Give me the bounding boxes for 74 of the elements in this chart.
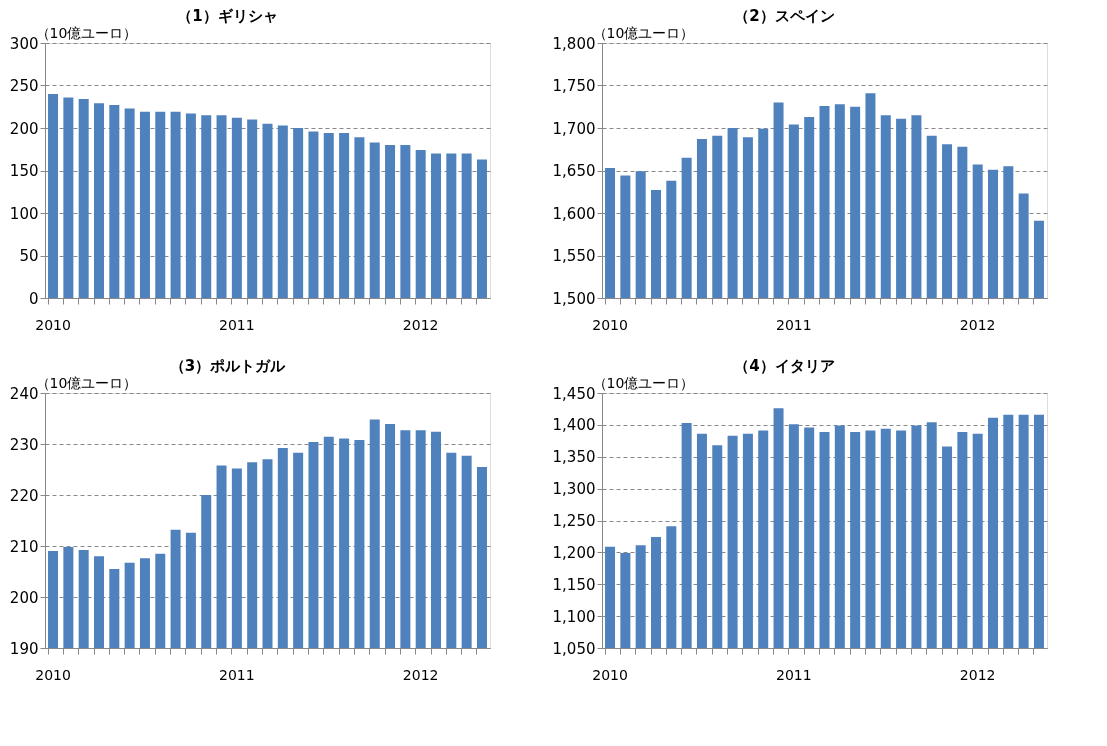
bar: [369, 142, 380, 298]
chart-title: （1）ギリシャ: [177, 7, 278, 25]
y-tick-label: 1,350: [552, 448, 596, 467]
bar: [293, 128, 304, 298]
chart-title: （3）ポルトガル: [169, 357, 287, 375]
y-tick-label: 100: [9, 204, 39, 223]
x-tick-label: 2012: [402, 316, 439, 333]
y-tick-label: 220: [9, 486, 39, 505]
y-tick-label: 1,050: [552, 639, 596, 658]
x-tick-label: 2010: [592, 666, 628, 683]
chart-title: （2）スペイン: [734, 7, 835, 25]
x-tick-label: 2010: [35, 666, 71, 683]
y-tick-label: 200: [9, 588, 39, 607]
y-tick-label: 1,300: [552, 480, 596, 499]
chart-title: （4）イタリア: [734, 357, 835, 375]
bar: [415, 150, 426, 298]
bar: [139, 111, 150, 298]
y-tick-label: 1,750: [552, 77, 596, 95]
bar: [354, 137, 365, 298]
x-tick-label: 2012: [959, 316, 996, 333]
bar: [461, 153, 472, 298]
y-tick-label: 1,150: [552, 575, 596, 594]
bar: [339, 133, 350, 298]
x-tick-label: 2012: [959, 666, 996, 683]
y-tick-label: 1,600: [552, 204, 596, 223]
bar: [476, 159, 487, 298]
bar: [48, 94, 59, 298]
x-tick-label: 2011: [219, 666, 255, 683]
x-tick-label: 2010: [35, 316, 71, 333]
y-tick-label: 230: [9, 435, 39, 454]
bar: [308, 131, 319, 298]
bar: [109, 105, 120, 298]
x-tick-label: 2011: [776, 316, 812, 333]
bar: [400, 145, 411, 298]
y-tick-label: 1,500: [552, 289, 596, 308]
bar: [262, 123, 273, 298]
x-tick-label: 2011: [776, 666, 812, 683]
x-tick-label: 2012: [402, 666, 439, 683]
bar: [170, 111, 181, 298]
bar: [155, 111, 166, 298]
bar: [446, 153, 457, 298]
y-tick-label: 1,650: [552, 162, 596, 180]
y-tick-label: 1,250: [552, 512, 596, 530]
bar: [323, 133, 334, 298]
y-tick-label: 200: [9, 119, 39, 138]
bar: [185, 113, 196, 298]
y-tick-label: 50: [19, 247, 39, 265]
bar: [277, 125, 288, 298]
bar: [431, 153, 441, 298]
bar: [216, 115, 227, 298]
y-tick-label: 1,800: [552, 34, 596, 53]
y-tick-label: 300: [9, 34, 39, 53]
bar: [63, 97, 74, 298]
bar: [124, 108, 135, 298]
y-tick-label: 0: [28, 289, 39, 308]
x-tick-label: 2010: [592, 316, 628, 333]
bar: [247, 119, 258, 298]
y-tick-label: 240: [9, 384, 39, 403]
y-tick-label: 150: [9, 162, 39, 180]
y-tick-label: 190: [9, 639, 39, 658]
y-tick-label: 1,100: [552, 607, 596, 626]
bar: [201, 115, 212, 298]
y-tick-label: 1,550: [552, 247, 596, 265]
bar: [385, 145, 396, 298]
x-tick-label: 2011: [219, 316, 255, 333]
bar: [231, 117, 242, 298]
y-tick-label: 1,700: [552, 119, 596, 138]
bar: [94, 103, 104, 298]
y-tick-label: 250: [9, 77, 39, 95]
bar: [78, 99, 89, 298]
y-tick-label: 1,450: [552, 384, 596, 403]
y-tick-label: 210: [9, 537, 39, 556]
y-tick-label: 1,400: [552, 416, 596, 435]
y-tick-label: 1,200: [552, 543, 596, 562]
